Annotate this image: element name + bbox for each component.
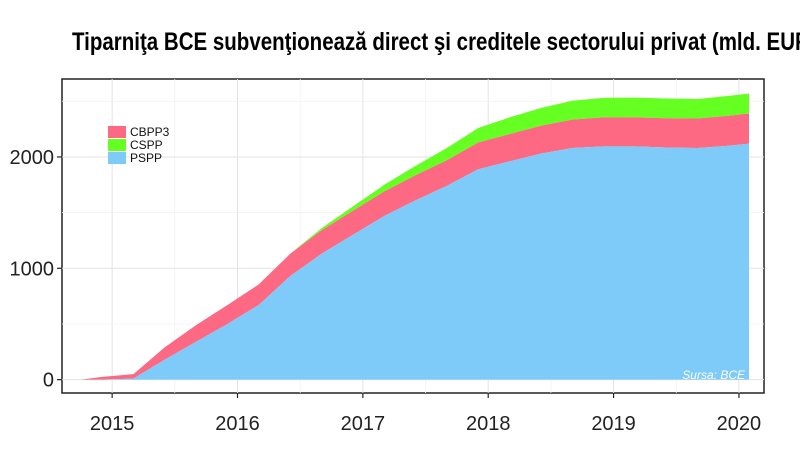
area-cbpp3 — [80, 113, 750, 380]
legend-label-cbpp3: CBPP3 — [130, 125, 170, 139]
legend-label-pspp: PSPP — [130, 151, 162, 165]
legend-swatch-cspp — [108, 139, 126, 151]
x-tick-label: 2017 — [341, 413, 386, 435]
legend-swatch-pspp — [108, 152, 126, 164]
chart-title: Tiparniţa BCE subvenţionează direct şi c… — [72, 28, 800, 56]
y-tick-label: 1000 — [10, 258, 55, 280]
x-tick-label: 2020 — [717, 413, 762, 435]
y-tick-label: 2000 — [10, 147, 55, 169]
area-series — [80, 93, 750, 380]
legend-swatch-cbpp3 — [108, 126, 126, 138]
axes: 2015 2016 2017 2018 2019 2020 0 1000 2000 — [10, 147, 762, 435]
source-label: Sursa: BCE — [682, 368, 746, 382]
area-pspp — [80, 143, 750, 380]
x-tick-label: 2015 — [90, 413, 135, 435]
x-tick-label: 2018 — [466, 413, 511, 435]
y-tick-label: 0 — [43, 370, 54, 392]
x-tick-label: 2019 — [591, 413, 636, 435]
x-tick-label: 2016 — [215, 413, 260, 435]
legend-label-cspp: CSPP — [130, 138, 163, 152]
